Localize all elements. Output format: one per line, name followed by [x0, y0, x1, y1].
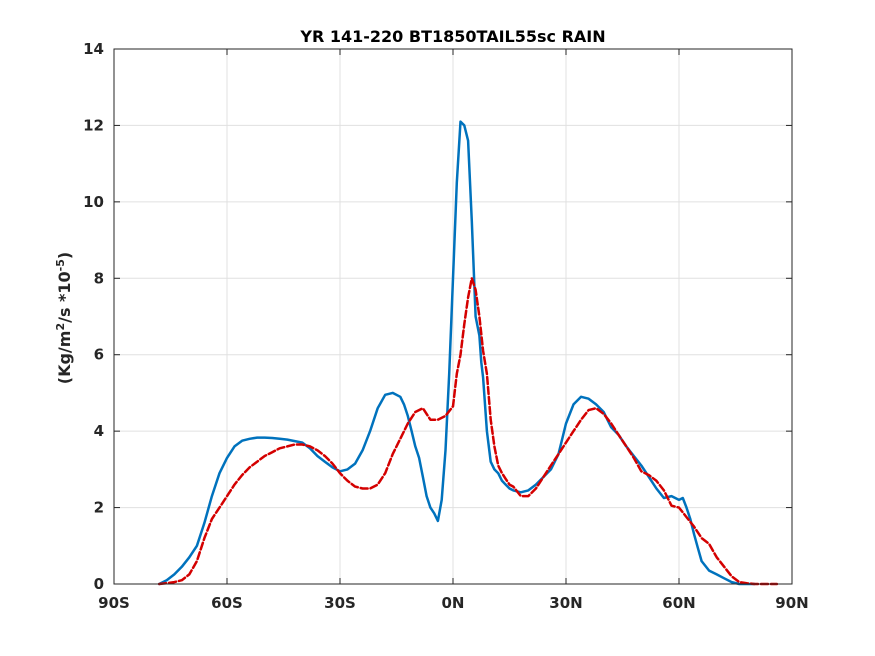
x-tick-label: 30S — [324, 594, 356, 612]
axis-ticks — [113, 48, 793, 585]
series-lines — [157, 120, 779, 586]
x-tick-label: 60S — [211, 594, 243, 612]
x-tick-label: 30N — [549, 594, 582, 612]
x-tick-label: 90N — [775, 594, 808, 612]
y-tick-label: 4 — [94, 422, 104, 440]
series-line-1 — [157, 120, 756, 586]
y-tick-label: 12 — [83, 116, 104, 134]
chart-title: YR 141-220 BT1850TAIL55sc RAIN — [299, 27, 605, 46]
y-tick-label: 14 — [83, 40, 104, 58]
y-tick-label: 8 — [94, 269, 104, 287]
y-tick-label: 2 — [94, 499, 104, 517]
series-line-2 — [157, 277, 779, 586]
x-tick-labels: 90S 60S 30S 0N 30N 60N 90N — [98, 594, 809, 612]
x-tick-label: 0N — [442, 594, 465, 612]
y-tick-label: 6 — [94, 346, 104, 364]
grid-lines — [113, 48, 793, 585]
y-tick-label: 0 — [94, 575, 104, 593]
x-tick-label: 90S — [98, 594, 130, 612]
x-tick-label: 60N — [662, 594, 695, 612]
y-tick-label: 10 — [83, 193, 104, 211]
y-axis-label: (Kg/m2/s *10-5) — [54, 252, 75, 384]
y-tick-labels: 0 2 4 6 8 10 12 14 — [83, 40, 104, 593]
